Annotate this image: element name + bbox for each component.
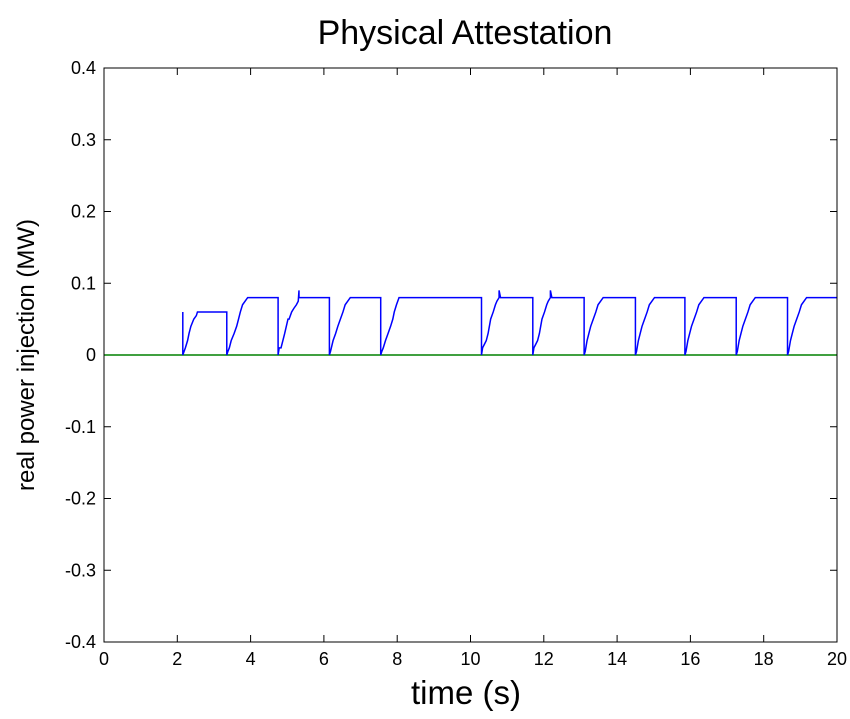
y-tick-label: -0.1	[65, 417, 96, 437]
series-line-0	[182, 290, 837, 356]
chart-title: Physical Attestation	[318, 14, 613, 52]
x-tick-label: 8	[392, 649, 402, 669]
x-tick-label: 16	[680, 649, 700, 669]
x-tick-label: 14	[607, 649, 627, 669]
series-layer	[104, 290, 837, 356]
y-tick-label: 0.2	[71, 202, 96, 222]
y-tick-label: 0	[86, 345, 96, 365]
x-tick-label: 4	[246, 649, 256, 669]
y-tick-label: 0.1	[71, 273, 96, 293]
x-tick-label: 6	[319, 649, 329, 669]
plot-frame	[103, 67, 838, 643]
x-tick-label: 18	[754, 649, 774, 669]
x-tick-label: 20	[827, 649, 847, 669]
y-tick-label: 0.3	[71, 130, 96, 150]
x-tick-label: 2	[172, 649, 182, 669]
y-axis-label: real power injection (MW)	[13, 219, 40, 491]
x-tick-label: 10	[460, 649, 480, 669]
x-tick-label: 12	[534, 649, 554, 669]
x-tick-label: 0	[99, 649, 109, 669]
y-tick-label: -0.2	[65, 489, 96, 509]
y-tick-label: -0.3	[65, 560, 96, 580]
x-axis-label: time (s)	[411, 674, 521, 711]
axis-ticks: 0 2 4 6 8 10 12 14 16 18 20 -0.4 -0.3 -0.2 -0.1 0 0.1 0.2…	[65, 58, 847, 669]
y-tick-label: 0.4	[71, 58, 96, 78]
y-tick-label: -0.4	[65, 632, 96, 652]
